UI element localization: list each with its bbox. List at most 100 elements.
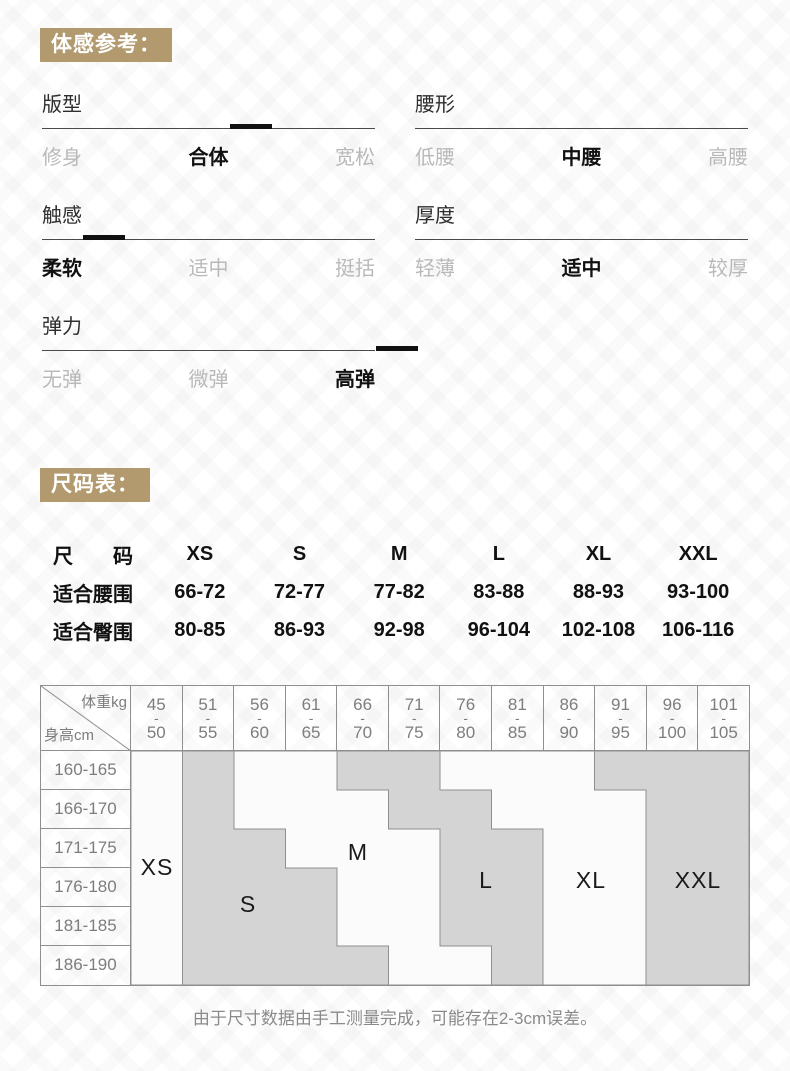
measure-value: 72-77 — [273, 580, 326, 603]
option-stretch-3: 高弹 — [335, 369, 375, 391]
selected-indicator — [230, 124, 272, 129]
option-touch-2: 适中 — [188, 258, 229, 280]
thickness-options: 轻薄 适中 较厚 — [415, 256, 748, 283]
height-axis-label: 身高cm — [44, 727, 94, 744]
measure-row-label: 适合臀围 — [53, 621, 133, 644]
weight-range-header: 56-60 — [234, 686, 286, 751]
measure-value: 106-116 — [662, 618, 735, 641]
size-col-xl: XL — [585, 542, 612, 565]
size-col-l: L — [492, 542, 505, 565]
section-fit-label: 版型 — [42, 94, 82, 116]
weight-range-header: 81-85 — [492, 686, 544, 751]
measure-value: 86-93 — [273, 618, 326, 641]
height-range-label: 181-185 — [41, 907, 131, 946]
measure-value: 102-108 — [561, 618, 636, 641]
region-label-xxl: XXL — [675, 867, 721, 893]
grid-corner-cell: 体重kg 身高cm — [41, 686, 131, 751]
region-label-xs: XS — [141, 854, 174, 880]
measure-value: 77-82 — [373, 580, 425, 603]
section-thickness-label: 厚度 — [415, 205, 455, 227]
option-fit-3: 宽松 — [335, 147, 375, 169]
size-chart-badge: 尺码表： — [40, 468, 150, 502]
measure-row-label: 适合腰围 — [53, 583, 133, 606]
weight-range-header: 76-80 — [440, 686, 493, 751]
size-region-xxl — [594, 751, 749, 985]
section-fit: 版型 修身 合体 宽松 — [42, 92, 375, 172]
selected-indicator — [376, 346, 418, 351]
size-table: 尺码 XS S M L XL XXL 适合腰围 66-72 72-77 77-82 83-88 88-9… — [40, 535, 748, 649]
region-label-s: S — [240, 891, 256, 917]
size-region-xs — [131, 751, 183, 985]
weight-range-header: 101-105 — [698, 686, 749, 751]
waist-options: 低腰 中腰 高腰 — [415, 145, 748, 172]
measure-value: 80-85 — [174, 618, 226, 641]
feel-row-3: 弹力 无弹 微弹 高弹 — [0, 314, 790, 394]
fit-options: 修身 合体 宽松 — [42, 145, 375, 172]
diagonal-line — [41, 686, 131, 751]
section-waist-label: 腰形 — [415, 94, 455, 116]
size-col-s: S — [292, 542, 307, 565]
option-waist-3: 高腰 — [708, 147, 748, 169]
height-range-label: 160-165 — [41, 751, 131, 790]
divider-line — [42, 124, 375, 129]
section-thickness: 厚度 轻薄 适中 较厚 — [415, 203, 748, 283]
size-col-xs: XS — [186, 542, 214, 565]
region-label-m: M — [348, 839, 368, 865]
weight-axis-label: 体重kg — [81, 694, 127, 711]
size-col-xxl: XXL — [678, 542, 718, 565]
section-touch: 触感 柔软 适中 挺括 — [42, 203, 375, 283]
region-label-l: L — [479, 867, 493, 893]
feel-reference-badge: 体感参考： — [40, 28, 172, 62]
section-waist: 腰形 低腰 中腰 高腰 — [415, 92, 748, 172]
selected-indicator — [83, 235, 125, 240]
weight-range-header: 61-65 — [285, 686, 338, 751]
weight-range-header: 96-100 — [646, 686, 699, 751]
height-label-column: 160-165 166-170 171-175 176-180 181-185 186-1… — [41, 751, 131, 985]
weight-range-header: 91-95 — [595, 686, 647, 751]
divider-line — [42, 346, 418, 351]
feel-row-2: 触感 柔软 适中 挺括 厚度 轻薄 适中 较厚 — [0, 203, 790, 283]
height-range-label: 166-170 — [41, 790, 131, 829]
weight-range-header: 45-50 — [131, 686, 183, 751]
divider-line — [415, 239, 748, 240]
weight-range-header: 51-55 — [182, 686, 235, 751]
section-touch-label: 触感 — [42, 205, 82, 227]
size-row-header: 尺码 — [53, 545, 133, 568]
option-thickness-3: 较厚 — [708, 258, 748, 280]
height-range-label: 186-190 — [41, 946, 131, 985]
option-touch-3: 挺括 — [335, 258, 375, 280]
measure-value: 92-98 — [373, 618, 425, 641]
size-region-map: XS S M L XL XXL — [131, 751, 749, 985]
touch-options: 柔软 适中 挺括 — [42, 256, 375, 283]
measurement-note: 由于尺寸数据由手工测量完成，可能存在2-3cm误差。 — [192, 1009, 598, 1028]
measure-value: 66-72 — [174, 580, 226, 603]
option-waist-1: 低腰 — [415, 147, 455, 169]
height-range-label: 176-180 — [41, 868, 131, 907]
option-waist-2: 中腰 — [561, 147, 602, 169]
stretch-options: 无弹 微弹 高弹 — [42, 367, 375, 394]
section-stretch-label: 弹力 — [42, 316, 82, 338]
height-weight-size-grid: 体重kg 身高cm 45-50 51-55 56-60 61-65 66-70 71-75… — [40, 685, 750, 986]
measure-value: 93-100 — [667, 580, 730, 603]
option-fit-2: 合体 — [188, 147, 229, 169]
region-label-xl: XL — [576, 867, 606, 893]
option-fit-1: 修身 — [42, 147, 82, 169]
measure-value: 88-93 — [572, 580, 625, 603]
size-col-m: M — [390, 542, 408, 565]
option-thickness-2: 适中 — [561, 258, 602, 280]
measure-value: 83-88 — [473, 580, 525, 603]
measure-value: 96-104 — [467, 618, 530, 641]
divider-line — [42, 235, 375, 240]
weight-range-header: 66-70 — [337, 686, 389, 751]
option-thickness-1: 轻薄 — [415, 258, 455, 280]
feel-row-1: 版型 修身 合体 宽松 腰形 低腰 中腰 高腰 — [0, 92, 790, 172]
weight-header-row: 45-50 51-55 56-60 61-65 66-70 71-75 76-80 81-85… — [131, 686, 749, 751]
option-stretch-1: 无弹 — [42, 369, 82, 391]
divider-line — [415, 128, 748, 129]
weight-range-header: 86-90 — [543, 686, 596, 751]
weight-range-header: 71-75 — [388, 686, 441, 751]
option-stretch-2: 微弹 — [188, 369, 229, 391]
height-range-label: 171-175 — [41, 829, 131, 868]
section-stretch: 弹力 无弹 微弹 高弹 — [42, 314, 418, 394]
option-touch-1: 柔软 — [42, 258, 82, 280]
